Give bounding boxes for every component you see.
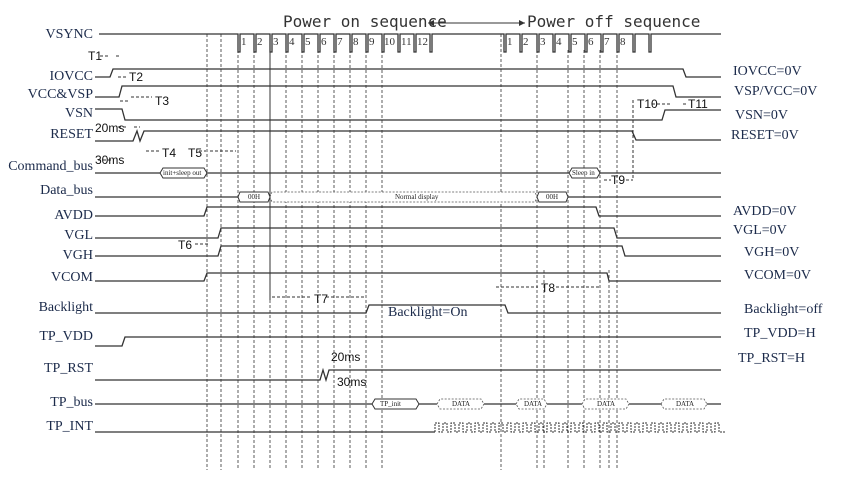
svg-text:init+sleep out: init+sleep out xyxy=(163,169,201,177)
data-00h-on: 00H xyxy=(237,191,271,203)
signal-label-vgl: VGL xyxy=(64,228,93,243)
power-off-title: Power off sequence xyxy=(527,12,700,31)
waveform-avdd xyxy=(95,206,721,217)
signal-label-vcc-vsp: VCC&VSP xyxy=(28,87,94,102)
end-state-vgh: VGH=0V xyxy=(744,245,799,260)
waveform-tp-vdd xyxy=(95,336,721,347)
waveform-vgh xyxy=(95,245,721,257)
timing-t7: T7 xyxy=(314,292,328,306)
tp-init-packet: TP_init xyxy=(371,398,420,410)
tp-data-packet: DATA DATA DATA DATA xyxy=(436,398,708,410)
command-sleep-in: Sleep in xyxy=(568,167,601,179)
end-state-tp-rst: TP_RST=H xyxy=(738,351,805,366)
end-state-reset: RESET=0V xyxy=(731,128,799,143)
vsync-off-frame-1: 1 xyxy=(507,36,513,48)
end-state-backlight: Backlight=off xyxy=(744,302,823,317)
signal-label-command-bus: Command_bus xyxy=(8,159,93,174)
vsync-frame-10: 10 xyxy=(384,36,396,48)
waveform-vsync xyxy=(99,33,721,53)
end-state-vgl: VGL=0V xyxy=(733,223,787,238)
double-arrow-icon xyxy=(428,20,525,26)
end-state-tp-vdd: TP_VDD=H xyxy=(744,326,816,341)
signal-label-backlight: Backlight xyxy=(39,300,94,315)
vsync-frame-2: 2 xyxy=(257,36,263,48)
signal-label-vsn: VSN xyxy=(65,106,93,121)
vsync-off-frame-8: 8 xyxy=(620,36,626,48)
vsync-frame-9: 9 xyxy=(369,36,375,48)
command-init-sleep-out: init+sleep out xyxy=(159,167,208,179)
vsync-frame-8: 8 xyxy=(353,36,359,48)
vsync-off-frame-5: 5 xyxy=(572,36,578,48)
timing-tp-rst-30ms: 30ms xyxy=(337,375,366,389)
waveform-vcom xyxy=(95,272,721,282)
timing-t11: T11 xyxy=(688,97,708,111)
signal-label-tp-int: TP_INT xyxy=(46,419,93,434)
timing-tp-rst-20ms: 20ms xyxy=(331,350,360,364)
waveform-vsn xyxy=(95,108,721,121)
data-00h-off: 00H xyxy=(536,191,569,203)
timing-t6: T6 xyxy=(178,238,192,252)
end-state-vsn: VSN=0V xyxy=(735,108,788,123)
vsync-off-frame-7: 7 xyxy=(604,36,610,48)
svg-text:DATA: DATA xyxy=(524,400,542,408)
vsync-frame-1: 1 xyxy=(241,36,247,48)
end-state-vcom: VCOM=0V xyxy=(744,268,811,283)
timing-reset-30ms: 30ms xyxy=(95,153,124,167)
timing-markers xyxy=(98,55,688,298)
vsync-frame-5: 5 xyxy=(305,36,311,48)
data-normal-display: Normal display xyxy=(269,191,538,203)
end-state-vsp-vcc: VSP/VCC=0V xyxy=(734,84,817,99)
waveform-vcc-vsp xyxy=(95,85,721,98)
timing-reset-20ms: 20ms xyxy=(95,121,124,135)
signal-label-vsync: VSYNC xyxy=(46,27,93,42)
waveform-backlight xyxy=(95,304,721,314)
vsync-off-frame-4: 4 xyxy=(556,36,562,48)
signal-label-vgh: VGH xyxy=(63,248,93,263)
signal-label-reset: RESET xyxy=(50,127,93,142)
svg-text:DATA: DATA xyxy=(676,400,694,408)
signal-label-tp-vdd: TP_VDD xyxy=(39,329,93,344)
timing-t5: T5 xyxy=(188,146,202,160)
vsync-off-frame-3: 3 xyxy=(540,36,546,48)
vsync-frame-6: 6 xyxy=(321,36,327,48)
timing-t9: T9 xyxy=(611,173,625,187)
signal-label-tp-bus: TP_bus xyxy=(50,395,93,410)
signal-label-iovcc: IOVCC xyxy=(49,69,93,84)
svg-text:Normal display: Normal display xyxy=(395,193,439,201)
signal-label-vcom: VCOM xyxy=(51,270,94,285)
svg-text:DATA: DATA xyxy=(597,400,615,408)
power-on-title: Power on sequence xyxy=(283,12,447,31)
vsync-frame-12: 12 xyxy=(417,36,428,48)
end-state-iovcc: IOVCC=0V xyxy=(733,64,802,79)
svg-text:Sleep in: Sleep in xyxy=(572,169,595,177)
timing-t4: T4 xyxy=(162,146,176,160)
timing-t2: T2 xyxy=(129,70,143,84)
svg-text:00H: 00H xyxy=(546,193,558,201)
timing-t1: T1 xyxy=(88,49,102,63)
end-state-avdd: AVDD=0V xyxy=(733,204,797,219)
waveform-iovcc xyxy=(95,68,721,78)
signal-label-data-bus: Data_bus xyxy=(40,183,93,198)
svg-text:TP_init: TP_init xyxy=(380,400,401,408)
waveform-tp-int-pulses xyxy=(434,422,725,433)
backlight-on-label: Backlight=On xyxy=(388,305,467,320)
svg-text:00H: 00H xyxy=(248,193,260,201)
timing-t10: T10 xyxy=(637,97,658,111)
waveform-tp-rst xyxy=(95,367,721,383)
vsync-off-frame-6: 6 xyxy=(588,36,594,48)
waveform-reset xyxy=(95,129,721,143)
waveform-vgl xyxy=(95,227,721,239)
signal-label-tp-rst: TP_RST xyxy=(44,361,93,376)
timing-t3: T3 xyxy=(155,94,169,108)
vsync-frame-11: 11 xyxy=(401,36,412,48)
signal-label-avdd: AVDD xyxy=(54,208,93,223)
vsync-off-frame-2: 2 xyxy=(523,36,529,48)
vsync-frame-4: 4 xyxy=(289,36,295,48)
svg-text:DATA: DATA xyxy=(452,400,470,408)
timing-t8: T8 xyxy=(541,281,555,295)
vsync-frame-3: 3 xyxy=(273,36,279,48)
vsync-frame-7: 7 xyxy=(337,36,343,48)
